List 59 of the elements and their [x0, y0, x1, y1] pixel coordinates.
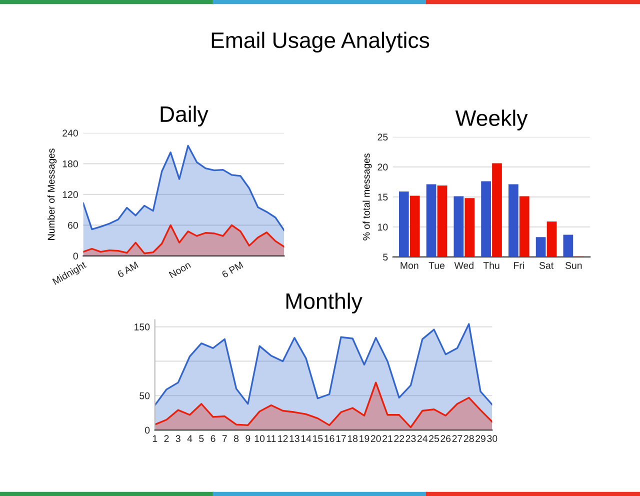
x-tick-label: 20	[370, 435, 381, 442]
x-tick-label: 14	[301, 435, 312, 442]
x-tick-label: Mon	[400, 262, 418, 269]
y-tick-label: 10	[378, 224, 388, 231]
x-tick-label: Wed	[454, 262, 474, 269]
x-tick-label: 22	[394, 435, 404, 442]
x-tick-label: 6 AM	[116, 261, 139, 278]
chart-title: Weekly	[455, 110, 528, 130]
x-tick-label: 2	[164, 435, 169, 442]
y-tick-label: 20	[378, 164, 388, 171]
x-tick-label: 21	[382, 435, 392, 442]
x-tick-label: 19	[360, 435, 370, 442]
x-tick-label: 6 PM	[221, 261, 244, 278]
x-tick-label: 28	[464, 435, 474, 442]
y-tick-label: 25	[378, 134, 388, 141]
y-axis-title: Number of Messages	[48, 148, 57, 240]
x-tick-label: 25	[429, 435, 440, 442]
x-tick-label: 12	[278, 435, 288, 442]
x-tick-label: 17	[336, 435, 346, 442]
x-tick-label: 18	[348, 435, 358, 442]
y-tick-label: 60	[68, 222, 78, 229]
text: Email Usage Analytics	[212, 32, 430, 53]
y-tick-label: 15	[378, 194, 388, 201]
chart-title: Daily	[160, 106, 208, 126]
x-tick-label: 23	[406, 435, 416, 442]
x-tick-label: Thu	[483, 262, 500, 269]
x-tick-label: 15	[313, 435, 323, 442]
x-tick-label: 11	[266, 435, 276, 442]
y-tick-label: 50	[140, 392, 150, 400]
x-tick-label: 16	[324, 435, 334, 442]
x-tick-label: 8	[234, 435, 239, 442]
chart-title: Monthly	[286, 292, 362, 314]
x-tick-label: Sat	[539, 262, 554, 269]
y-tick-label: 150	[134, 324, 150, 330]
y-tick-label: 240	[62, 130, 78, 137]
y-axis-title: % of total messages	[362, 153, 372, 240]
x-tick-label: Noon	[168, 261, 192, 278]
x-tick-label: 27	[452, 435, 462, 442]
x-tick-label: 29	[476, 435, 486, 442]
x-tick-label: 3	[176, 435, 180, 442]
x-tick-label: 7	[222, 435, 227, 442]
x-tick-label: 1	[152, 435, 158, 442]
y-tick-label: 0	[73, 252, 78, 260]
x-tick-label: 13	[290, 435, 300, 442]
x-tick-label: 24	[417, 435, 428, 442]
x-tick-label: Fri	[514, 262, 524, 269]
x-tick-label: 9	[246, 435, 250, 442]
x-tick-label: 30	[487, 435, 498, 442]
x-tick-label: 6	[210, 435, 216, 442]
x-tick-label: Sun	[565, 262, 582, 269]
x-tick-label: 4	[187, 435, 192, 442]
y-tick-label: 120	[62, 191, 78, 198]
y-tick-label: 5	[383, 254, 388, 261]
y-tick-label: 180	[62, 160, 78, 168]
x-tick-label: Tue	[428, 262, 445, 269]
x-tick-label: 10	[254, 435, 265, 442]
x-tick-label: 26	[440, 435, 451, 442]
y-tick-label: 0	[144, 426, 150, 434]
x-tick-label: 5	[199, 435, 204, 442]
